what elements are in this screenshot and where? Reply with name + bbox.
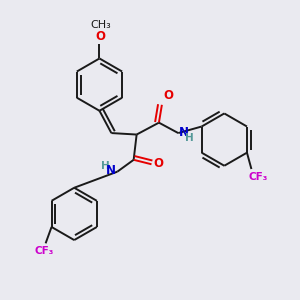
- Text: CH₃: CH₃: [90, 20, 111, 30]
- Text: O: O: [95, 30, 105, 43]
- Text: H: H: [101, 161, 110, 171]
- Text: N: N: [106, 164, 116, 177]
- Text: O: O: [153, 157, 163, 170]
- Text: N: N: [179, 126, 189, 139]
- Text: CF₃: CF₃: [34, 246, 54, 256]
- Text: O: O: [163, 89, 173, 102]
- Text: CF₃: CF₃: [248, 172, 268, 182]
- Text: H: H: [185, 134, 194, 143]
